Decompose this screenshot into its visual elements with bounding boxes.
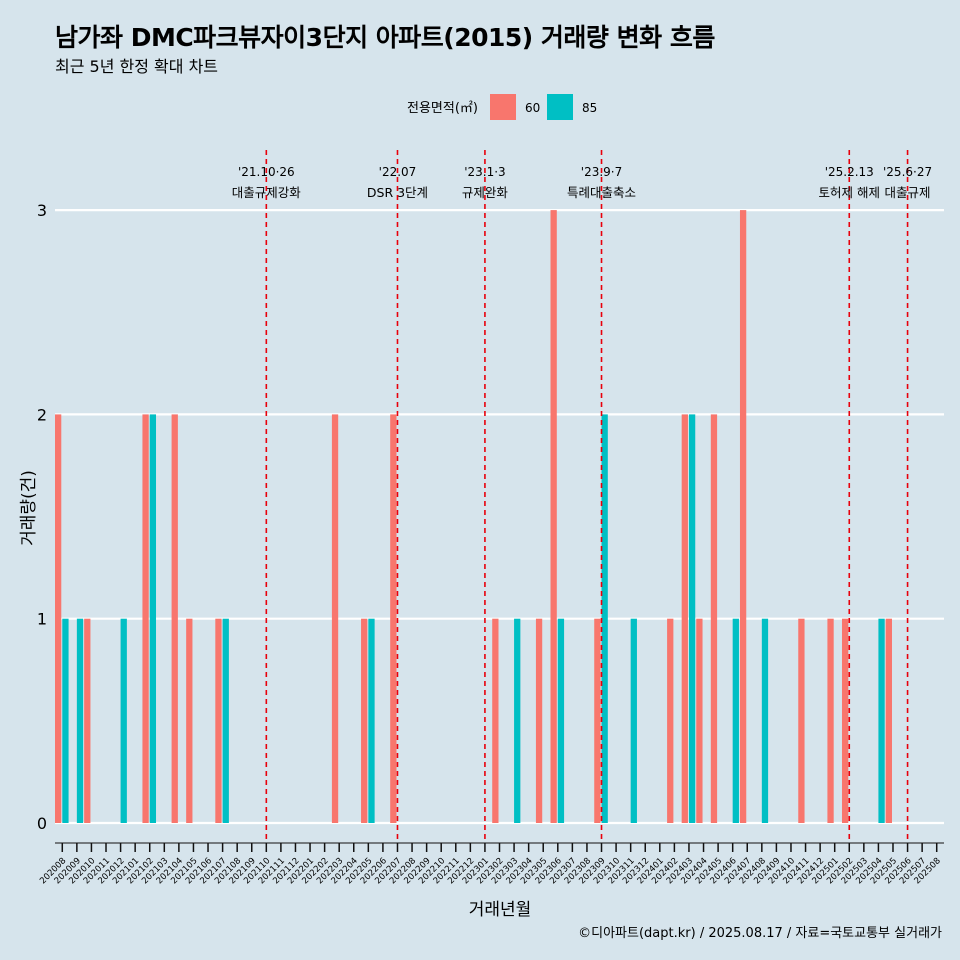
bar-series-60 [215, 618, 222, 823]
bar-series-85 [76, 618, 84, 823]
bar-series-85 [630, 618, 637, 823]
bar-series-85 [878, 618, 885, 823]
bar-series-60 [84, 618, 91, 823]
event-date: '21.10·26 [238, 165, 295, 179]
legend-swatch-85 [547, 94, 573, 120]
y-tick-label: 1 [37, 610, 47, 629]
bar-series-85 [601, 414, 608, 823]
page-title: 남가좌 DMC파크뷰자이3단지 아파트(2015) 거래량 변화 흐름 [55, 23, 715, 52]
event-date: '23.9·7 [581, 165, 622, 179]
y-axis-title: 거래량(건) [19, 470, 39, 546]
bar-series-60 [171, 414, 178, 823]
event-label: DSR 3단계 [367, 185, 428, 200]
bar-series-60 [739, 210, 747, 824]
bar-series-60 [550, 210, 557, 824]
bar-series-60 [827, 618, 834, 823]
bar-series-60 [186, 618, 193, 823]
bar-series-60 [390, 414, 397, 823]
bar-series-60 [696, 618, 703, 823]
bar-series-60 [535, 618, 543, 823]
source-caption: ©디아파트(dapt.kr) / 2025.08.17 / 자료=국토교통부 실… [578, 926, 942, 941]
bar-series-60 [681, 414, 688, 823]
bar-series-85 [62, 618, 69, 823]
bar-series-85 [557, 618, 565, 823]
event-date: '25.2.13 [825, 165, 874, 179]
y-tick-label: 3 [37, 201, 47, 220]
bar-series-85 [149, 414, 157, 823]
event-date: '25.6·27 [883, 165, 932, 179]
x-axis-title: 거래년월 [469, 900, 532, 920]
bar-series-85 [368, 618, 375, 823]
event-label: 규제완화 [462, 185, 509, 200]
bar-series-60 [885, 618, 892, 823]
bar-series-85 [761, 618, 769, 823]
bar-series-60 [331, 414, 339, 823]
y-tick-label: 0 [37, 814, 47, 833]
legend-title: 전용면적(㎡) [407, 101, 478, 116]
event-date: '22.07 [379, 165, 417, 179]
bar-series-60 [55, 414, 62, 823]
bar-series-85 [222, 618, 229, 823]
bar-series-60 [841, 618, 849, 823]
bar-series-60 [667, 618, 674, 823]
bar-series-85 [514, 618, 521, 823]
bar-series-60 [361, 618, 368, 823]
bar-series-85 [732, 618, 739, 823]
bar-series-60 [798, 618, 805, 823]
event-label: 토허제 해제 [819, 185, 880, 200]
bar-series-60 [594, 618, 601, 823]
event-label: 특례대출축소 [567, 185, 636, 200]
event-date: '23.1·3 [464, 165, 505, 179]
bar-series-85 [120, 618, 127, 823]
bar-series-60 [492, 618, 499, 823]
bar-series-85 [688, 414, 696, 823]
event-label: 대출규제강화 [232, 185, 302, 200]
page-subtitle: 최근 5년 한정 확대 차트 [55, 57, 219, 76]
legend-label-60: 60 [525, 101, 540, 115]
legend-swatch-60 [490, 94, 516, 120]
bar-series-60 [142, 414, 149, 823]
legend-label-85: 85 [582, 101, 597, 115]
event-label: 대출규제 [885, 185, 931, 200]
bar-series-60 [710, 414, 718, 823]
y-tick-label: 2 [37, 405, 47, 424]
